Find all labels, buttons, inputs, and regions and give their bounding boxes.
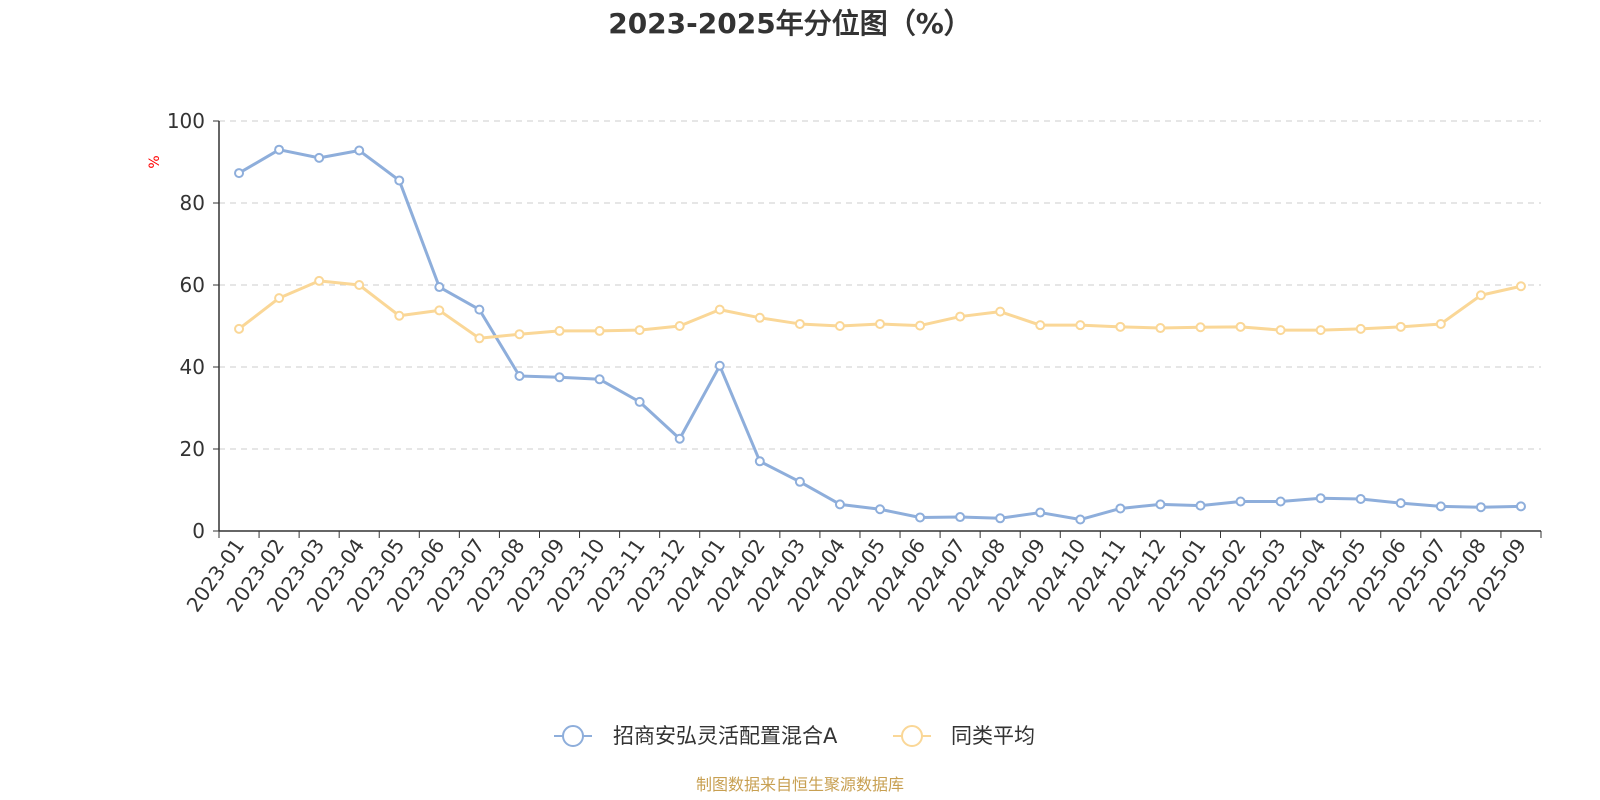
data-point[interactable] xyxy=(995,513,1006,524)
series-1 xyxy=(234,144,1526,525)
data-point[interactable] xyxy=(1075,514,1086,525)
data-point[interactable] xyxy=(1235,496,1246,507)
data-point[interactable] xyxy=(834,321,845,331)
data-point[interactable] xyxy=(434,305,445,316)
data-source-note: 制图数据来自恒生聚源数据库 xyxy=(696,775,904,794)
data-point[interactable] xyxy=(634,325,645,336)
legend: 招商安弘灵活配置混合A 同类平均 xyxy=(554,724,1035,748)
x-tick-labels: 2023-012023-022023-032023-042023-052023-… xyxy=(182,534,1532,616)
data-point[interactable] xyxy=(955,311,966,322)
data-point[interactable] xyxy=(474,333,485,344)
y-tick-label: 80 xyxy=(180,191,205,215)
data-point[interactable] xyxy=(274,293,285,304)
y-tick-labels: 0 20 40 60 80 100 xyxy=(167,109,205,543)
data-point[interactable] xyxy=(1355,494,1366,505)
legend-marker-series-2 xyxy=(901,725,923,747)
data-point[interactable] xyxy=(1275,496,1286,507)
data-point[interactable] xyxy=(394,175,405,186)
series-line xyxy=(238,148,1522,522)
legend-item-series-2[interactable]: 同类平均 xyxy=(893,724,1035,748)
y-tick-label: 40 xyxy=(180,355,205,379)
axes xyxy=(213,120,1542,538)
data-point[interactable] xyxy=(1155,323,1166,334)
data-point[interactable] xyxy=(995,306,1006,317)
y-tick-label: 100 xyxy=(167,109,205,133)
data-point[interactable] xyxy=(754,312,765,323)
data-point[interactable] xyxy=(674,433,685,444)
data-point[interactable] xyxy=(1355,323,1366,334)
data-point[interactable] xyxy=(1115,503,1126,514)
grid-lines xyxy=(219,120,1541,450)
data-point[interactable] xyxy=(554,325,565,336)
y-tick-label: 60 xyxy=(180,273,205,297)
y-axis-unit: % xyxy=(147,155,163,168)
data-point[interactable] xyxy=(314,275,325,286)
data-point[interactable] xyxy=(714,360,725,371)
data-point[interactable] xyxy=(1395,321,1406,332)
legend-label-series-2: 同类平均 xyxy=(951,724,1035,748)
data-point[interactable] xyxy=(875,318,885,329)
data-point[interactable] xyxy=(915,512,926,523)
series xyxy=(234,144,1526,525)
data-point[interactable] xyxy=(1475,290,1486,301)
data-point[interactable] xyxy=(234,168,245,179)
data-point[interactable] xyxy=(1315,493,1326,504)
data-point[interactable] xyxy=(1395,498,1406,509)
data-point[interactable] xyxy=(955,512,966,523)
data-point[interactable] xyxy=(1475,502,1486,513)
data-point[interactable] xyxy=(714,304,725,315)
data-point[interactable] xyxy=(1435,501,1446,512)
series-2 xyxy=(234,275,1526,344)
data-point[interactable] xyxy=(1515,281,1526,292)
data-point[interactable] xyxy=(915,320,926,331)
data-point[interactable] xyxy=(1035,320,1046,331)
data-point[interactable] xyxy=(754,456,765,467)
series-line xyxy=(238,279,1522,340)
data-point[interactable] xyxy=(354,145,365,156)
data-point[interactable] xyxy=(314,152,325,163)
data-point[interactable] xyxy=(354,280,365,290)
data-point[interactable] xyxy=(1195,322,1206,333)
data-point[interactable] xyxy=(594,325,605,336)
data-point[interactable] xyxy=(634,396,645,407)
data-point[interactable] xyxy=(1155,499,1166,510)
data-point[interactable] xyxy=(394,310,405,321)
data-point[interactable] xyxy=(1195,500,1206,511)
data-point[interactable] xyxy=(1115,321,1126,332)
data-point[interactable] xyxy=(1315,325,1326,336)
data-point[interactable] xyxy=(1275,325,1286,336)
data-point[interactable] xyxy=(434,282,445,293)
data-point[interactable] xyxy=(1515,501,1526,512)
data-point[interactable] xyxy=(674,321,685,331)
data-point[interactable] xyxy=(594,374,605,385)
chart-title: 2023-2025年分位图（%） xyxy=(608,7,972,40)
data-point[interactable] xyxy=(514,329,525,340)
y-tick-label: 0 xyxy=(192,519,205,543)
data-point[interactable] xyxy=(1035,507,1046,518)
data-point[interactable] xyxy=(514,371,525,382)
data-point[interactable] xyxy=(1435,318,1446,329)
legend-marker-series-1 xyxy=(562,725,584,747)
data-point[interactable] xyxy=(794,476,805,487)
data-point[interactable] xyxy=(474,304,485,315)
data-point[interactable] xyxy=(234,323,245,334)
y-tick-label: 20 xyxy=(180,437,205,461)
data-point[interactable] xyxy=(794,318,805,329)
data-point[interactable] xyxy=(1235,321,1246,332)
data-point[interactable] xyxy=(274,144,285,155)
data-point[interactable] xyxy=(875,504,885,515)
data-point[interactable] xyxy=(1075,320,1086,331)
legend-item-series-1[interactable]: 招商安弘灵活配置混合A xyxy=(554,724,838,748)
data-point[interactable] xyxy=(834,499,845,510)
data-point[interactable] xyxy=(554,372,565,383)
legend-label-series-1: 招商安弘灵活配置混合A xyxy=(613,724,838,748)
